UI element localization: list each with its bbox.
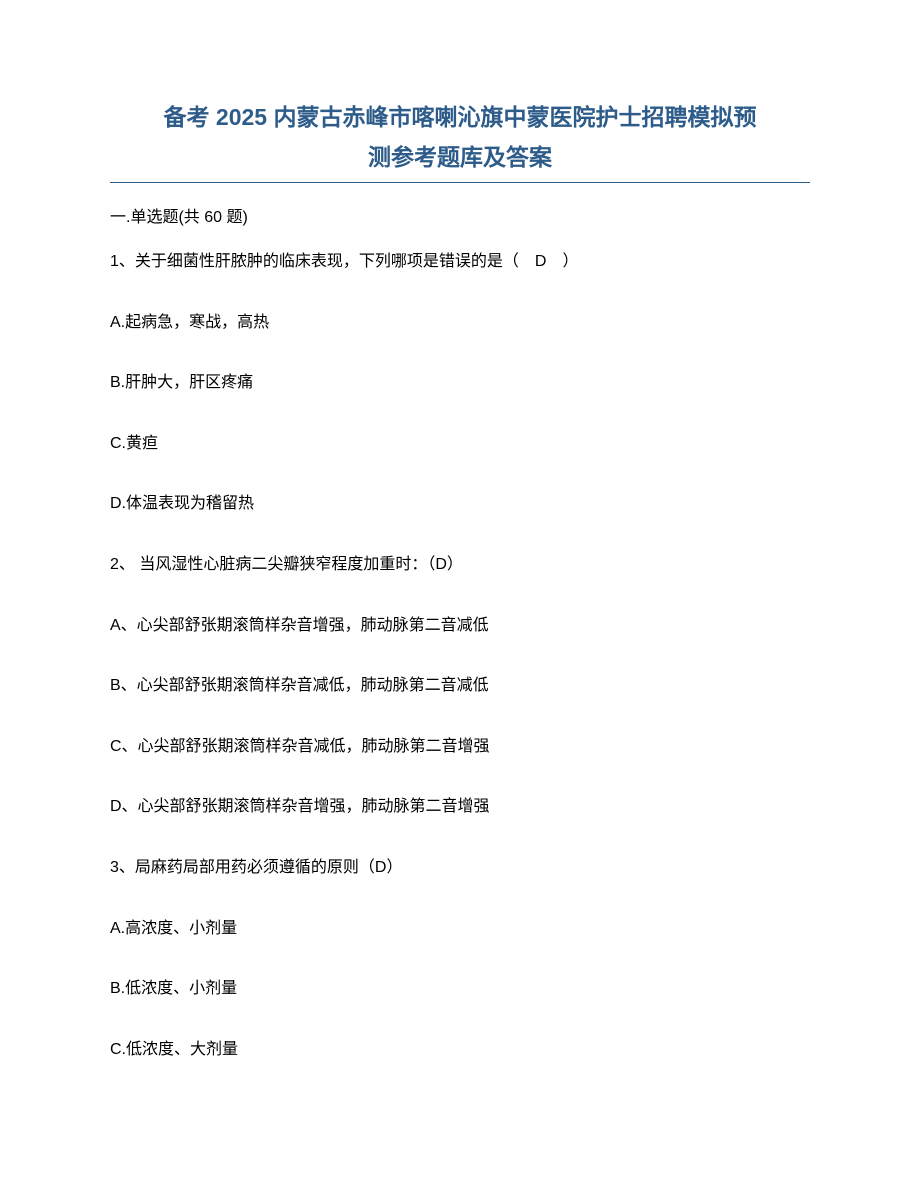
question-1-option-b: B.肝肿大，肝区疼痛 (110, 370, 810, 396)
question-3-text: 3、局麻药局部用药必须遵循的原则（D） (110, 855, 810, 881)
question-1-option-c: C.黄疸 (110, 431, 810, 457)
question-2-option-a: A、心尖部舒张期滚筒样杂音增强，肺动脉第二音减低 (110, 613, 810, 639)
question-3-option-c: C.低浓度、大剂量 (110, 1037, 810, 1063)
question-1-option-d: D.体温表现为稽留热 (110, 491, 810, 517)
title-divider (110, 182, 810, 183)
question-2-option-d: D、心尖部舒张期滚筒样杂音增强，肺动脉第二音增强 (110, 794, 810, 820)
question-2: 2、 当风湿性心脏病二尖瓣狭窄程度加重时：（D） A、心尖部舒张期滚筒样杂音增强… (110, 552, 810, 820)
question-3: 3、局麻药局部用药必须遵循的原则（D） A.高浓度、小剂量 B.低浓度、小剂量 … (110, 855, 810, 1062)
section-header: 一.单选题(共 60 题) (110, 203, 810, 227)
question-1-option-a: A.起病急，寒战，高热 (110, 310, 810, 336)
doc-title-line2: 测参考题库及答案 (110, 140, 810, 175)
question-2-text: 2、 当风湿性心脏病二尖瓣狭窄程度加重时：（D） (110, 552, 810, 578)
question-1-text: 1、关于细菌性肝脓肿的临床表现，下列哪项是错误的是（ D ） (110, 249, 810, 275)
question-3-option-b: B.低浓度、小剂量 (110, 976, 810, 1002)
doc-title-line1: 备考 2025 内蒙古赤峰市喀喇沁旗中蒙医院护士招聘模拟预 (110, 100, 810, 135)
question-3-option-a: A.高浓度、小剂量 (110, 916, 810, 942)
question-2-option-c: C、心尖部舒张期滚筒样杂音减低，肺动脉第二音增强 (110, 734, 810, 760)
question-2-option-b: B、心尖部舒张期滚筒样杂音减低，肺动脉第二音减低 (110, 673, 810, 699)
question-1: 1、关于细菌性肝脓肿的临床表现，下列哪项是错误的是（ D ） A.起病急，寒战，… (110, 249, 810, 517)
